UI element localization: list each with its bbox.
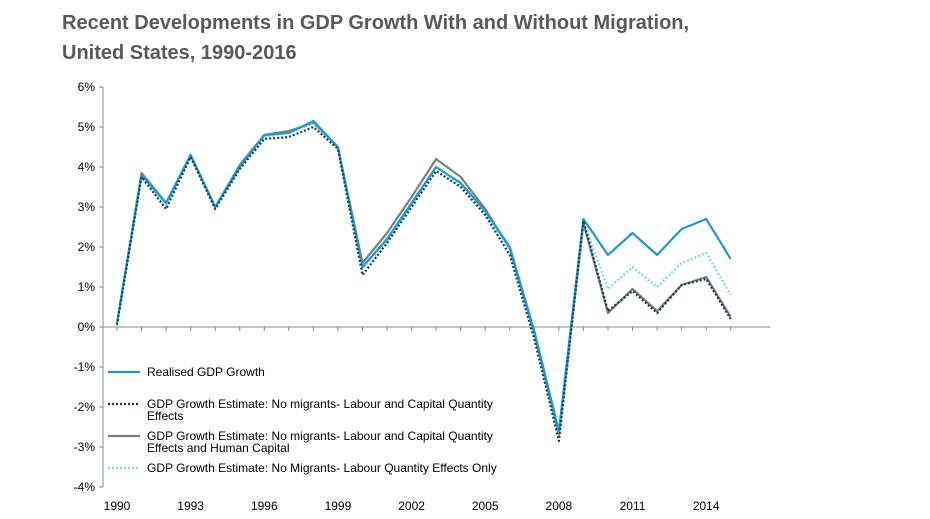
series-line-3 <box>115 121 732 437</box>
legend-label-1: Realised GDP Growth <box>147 365 265 379</box>
x-tick-label: 1990 <box>104 499 131 513</box>
y-tick-label: 2% <box>78 240 96 254</box>
series-line-4 <box>115 121 732 437</box>
legend-label-4: GDP Growth Estimate: No Migrants- Labour… <box>147 461 497 475</box>
chart-title: Recent Developments in GDP Growth With a… <box>62 8 902 68</box>
x-axis: 1990 1993 1996 1999 2002 2005 2008 2011 2014 <box>103 326 770 513</box>
x-tick-label: 2008 <box>546 499 573 513</box>
chart-title-line-2: United States, 1990-2016 <box>62 42 297 64</box>
legend-label-3: Effects and Human Capital <box>147 441 290 455</box>
y-axis: 6% 5% 4% 3% 2% 1% 0% -1% -2% -3% -4% <box>74 80 104 494</box>
x-tick-label: 1999 <box>325 499 352 513</box>
x-tick-label: 1996 <box>251 499 278 513</box>
y-tick-label: 5% <box>78 120 96 134</box>
x-tick-label: 2011 <box>620 499 646 513</box>
y-tick-label: 0% <box>78 320 96 334</box>
x-tick-label: 1993 <box>177 499 204 513</box>
legend: Realised GDP Growth GDP Growth Estimate: … <box>108 365 497 475</box>
chart-title-line-1: Recent Developments in GDP Growth With a… <box>62 12 690 34</box>
y-tick-label: -3% <box>74 440 96 454</box>
legend-label-3: GDP Growth Estimate: No migrants- Labour… <box>147 429 493 443</box>
y-tick-label: 1% <box>78 280 96 294</box>
series-line-1 <box>115 119 732 433</box>
x-tick-label: 2005 <box>472 499 499 513</box>
series-line-2 <box>115 125 732 443</box>
legend-label-2: GDP Growth Estimate: No migrants- Labour… <box>147 397 493 411</box>
x-tick-label: 2002 <box>398 499 425 513</box>
y-tick-label: 4% <box>78 160 96 174</box>
series-layer <box>115 119 732 443</box>
y-tick-label: -2% <box>74 400 96 414</box>
y-tick-label: -4% <box>74 480 96 494</box>
y-tick-label: 6% <box>78 80 96 94</box>
y-tick-label: -1% <box>74 360 96 374</box>
legend-label-2: Effects <box>147 409 183 423</box>
y-tick-label: 3% <box>78 200 96 214</box>
x-tick-label: 2014 <box>693 499 720 513</box>
